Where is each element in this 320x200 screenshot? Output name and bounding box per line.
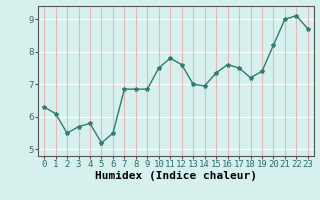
X-axis label: Humidex (Indice chaleur): Humidex (Indice chaleur) <box>95 171 257 181</box>
